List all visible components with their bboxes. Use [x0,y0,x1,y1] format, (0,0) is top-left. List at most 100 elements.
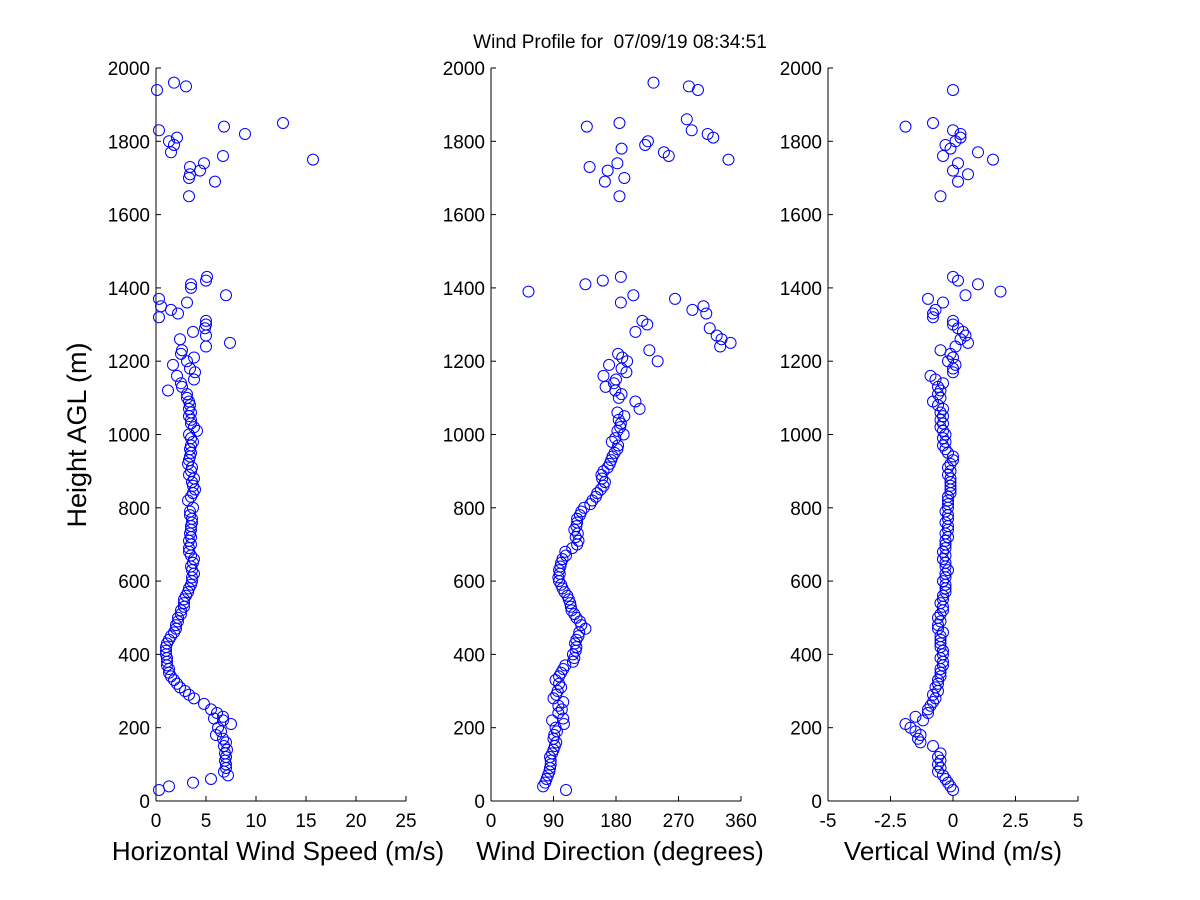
data-point [662,149,675,162]
data-point [947,366,959,379]
data-point [627,289,640,302]
data-point [611,406,624,419]
data-point [934,597,947,610]
data-point [944,457,957,470]
data-point [618,171,631,184]
data-point [937,417,949,430]
data-point [934,633,947,646]
data-point [575,505,588,518]
data-point [929,692,942,705]
data-point [220,289,232,302]
data-point [549,721,562,734]
data-point [937,644,949,657]
data-point [639,138,652,151]
data-point [937,439,949,452]
data-point [187,501,199,514]
data-point [183,688,195,701]
data-point [217,710,229,723]
data-point [597,465,610,478]
x-tick-label: -5 [820,811,837,832]
data-point [959,289,972,302]
data-point [225,718,237,731]
data-point [939,773,952,786]
data-point [934,630,947,643]
data-point [934,615,947,628]
data-point [165,303,177,316]
data-point [277,116,289,129]
data-point [571,512,584,525]
data-point [565,604,578,617]
data-point [924,369,937,382]
data-point [198,157,210,170]
data-point [680,113,693,126]
data-point [610,373,622,386]
y-tick-label: 400 [118,645,150,666]
data-point [172,307,184,320]
data-point [188,421,200,434]
data-point [559,659,572,672]
x-tick-label: -2.5 [874,811,907,832]
data-point [959,329,972,342]
data-point [184,160,196,173]
data-point [601,164,614,177]
data-point [939,586,952,599]
y-tick-label: 1000 [108,426,150,447]
y-tick-label: 1200 [780,352,822,373]
data-point [937,377,949,390]
data-point [552,707,565,720]
data-point [209,175,221,188]
data-point [615,388,628,401]
data-point [934,754,947,767]
data-point [184,362,196,375]
data-point [954,131,967,144]
y-tick-label: 800 [453,499,485,520]
data-point [176,380,188,393]
data-point [522,285,535,298]
data-point [603,358,616,371]
data-point [579,278,592,291]
data-point [162,384,174,397]
x-tick-label: 25 [395,811,416,832]
data-point [714,340,727,353]
y-tick-label: 200 [790,719,822,740]
data-point [937,296,949,309]
data-point [932,674,944,687]
y-axis-label: Height AGL (m) [62,342,92,527]
data-point [929,681,942,694]
data-point [591,487,604,500]
data-point [167,358,179,371]
y-tick-label: 1200 [443,352,485,373]
data-point [633,402,646,415]
data-point [200,274,212,287]
data-point [570,520,583,533]
data-point [937,553,949,566]
data-point [934,666,947,679]
x-tick-label: 270 [663,811,695,832]
data-point [188,553,200,566]
data-point [608,446,621,459]
data-point [922,292,934,305]
data-point [914,736,927,749]
data-point [912,732,924,745]
data-point [181,296,193,309]
y-tick-label: 200 [453,719,485,740]
data-point [546,714,559,727]
data-point [947,784,959,797]
data-point [932,619,944,632]
data-point [184,399,196,412]
x-axis-label: Horizontal Wind Speed (m/s) [112,836,444,866]
data-point [927,740,939,753]
panel-vertical: 0 200 400 600 800 1000 1200 1400 1600 1800 2000 -5 -… [780,59,1084,866]
y-tick-label: 0 [811,792,822,813]
data-point [927,696,939,709]
data-point [942,468,954,481]
data-point [217,714,229,727]
data-point [596,274,609,287]
data-point [643,344,656,357]
y-tick-label: 1400 [443,279,485,300]
data-point [174,333,186,346]
y-tick-label: 200 [118,719,150,740]
data-point [597,369,610,382]
data-point [939,435,952,448]
